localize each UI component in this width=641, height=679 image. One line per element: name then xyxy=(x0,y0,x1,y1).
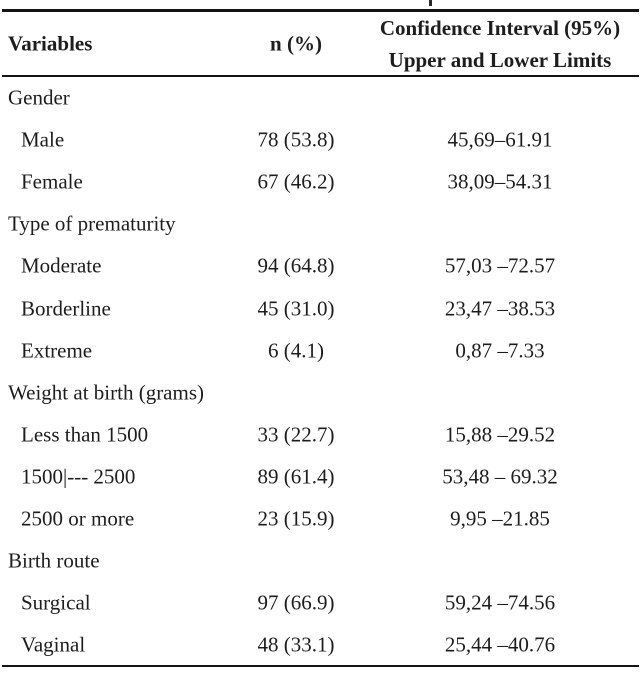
row-label: Less than 1500 xyxy=(21,422,149,447)
header-variables: Variables xyxy=(8,31,93,55)
header-separator-rule xyxy=(2,75,639,77)
row-label: Gender xyxy=(8,85,70,110)
header-confidence-interval: Confidence Interval (95%) Upper and Lowe… xyxy=(380,12,620,76)
row-ci-value: 9,95 –21.85 xyxy=(450,506,550,531)
table-row-group-birth-weight: Weight at birth (grams) xyxy=(0,372,641,414)
row-n-value: 48 (33.1) xyxy=(257,632,335,657)
row-n-value: 94 (64.8) xyxy=(257,253,335,278)
table-row-group-birth-route: Birth route xyxy=(0,540,641,582)
row-ci-value: 38,09–54.31 xyxy=(447,169,553,194)
table-row-female: Female 67 (46.2) 38,09–54.31 xyxy=(0,161,641,203)
row-label: Female xyxy=(21,169,83,194)
row-n-value: 45 (31.0) xyxy=(257,296,335,321)
table-bottom-rule xyxy=(2,665,639,667)
table-row-moderate: Moderate 94 (64.8) 57,03 –72.57 xyxy=(0,245,641,287)
table-body: Gender Male 78 (53.8) 45,69–61.91 Female… xyxy=(0,77,641,666)
row-label: 1500|--- 2500 xyxy=(21,464,136,489)
row-ci-value: 25,44 –40.76 xyxy=(444,632,556,657)
row-ci-value: 53,48 – 69.32 xyxy=(442,464,558,489)
row-label: 2500 or more xyxy=(21,506,135,531)
cropped-caption-remnant xyxy=(429,0,432,6)
table-row-2500-or-more: 2500 or more 23 (15.9) 9,95 –21.85 xyxy=(0,498,641,540)
table-row-male: Male 78 (53.8) 45,69–61.91 xyxy=(0,119,641,161)
row-label: Birth route xyxy=(8,548,100,573)
table-row-less-than-1500: Less than 1500 33 (22.7) 15,88 –29.52 xyxy=(0,414,641,456)
table-row-extreme: Extreme 6 (4.1) 0,87 –7.33 xyxy=(0,330,641,372)
row-ci-value: 59,24 –74.56 xyxy=(444,590,556,615)
row-n-value: 89 (61.4) xyxy=(257,464,335,489)
row-ci-value: 23,47 –38.53 xyxy=(444,296,556,321)
row-n-value: 97 (66.9) xyxy=(257,590,335,615)
header-confidence-interval-line1: Confidence Interval (95%) xyxy=(379,15,621,40)
row-ci-value: 0,87 –7.33 xyxy=(455,338,545,363)
table-top-rule xyxy=(2,9,639,12)
row-label: Surgical xyxy=(21,590,91,615)
table-row-surgical: Surgical 97 (66.9) 59,24 –74.56 xyxy=(0,582,641,624)
row-ci-value: 57,03 –72.57 xyxy=(444,253,556,278)
row-label: Type of prematurity xyxy=(8,211,176,236)
table-row-vaginal: Vaginal 48 (33.1) 25,44 –40.76 xyxy=(0,624,641,666)
header-n-percent: n (%) xyxy=(270,31,322,55)
table-row-borderline: Borderline 45 (31.0) 23,47 –38.53 xyxy=(0,287,641,329)
row-ci-value: 15,88 –29.52 xyxy=(444,422,556,447)
row-n-value: 23 (15.9) xyxy=(257,506,335,531)
row-n-value: 78 (53.8) xyxy=(257,127,335,152)
row-n-value: 67 (46.2) xyxy=(257,169,335,194)
row-label: Male xyxy=(21,127,65,152)
row-label: Vaginal xyxy=(21,632,86,657)
row-n-value: 33 (22.7) xyxy=(257,422,335,447)
table-row-group-prematurity-type: Type of prematurity xyxy=(0,203,641,245)
table-header-row: Variables n (%) Confidence Interval (95%… xyxy=(0,12,641,75)
row-label: Extreme xyxy=(21,338,93,363)
table-row-group-gender: Gender xyxy=(0,77,641,119)
row-label: Moderate xyxy=(21,253,102,278)
header-confidence-interval-line2: Upper and Lower Limits xyxy=(388,47,612,72)
row-label: Borderline xyxy=(21,296,111,321)
row-ci-value: 45,69–61.91 xyxy=(447,127,553,152)
row-n-value: 6 (4.1) xyxy=(268,338,324,363)
row-label: Weight at birth (grams) xyxy=(8,380,205,405)
table-row-1500-to-2500: 1500|--- 2500 89 (61.4) 53,48 – 69.32 xyxy=(0,456,641,498)
